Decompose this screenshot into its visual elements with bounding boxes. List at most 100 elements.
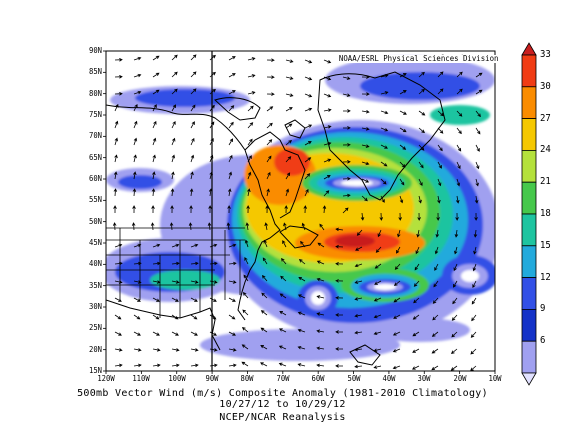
wind-arrow: [380, 74, 389, 78]
wind-arrow: [456, 71, 463, 78]
wind-arrow: [418, 178, 423, 187]
wind-arrow: [323, 108, 332, 112]
wind-arrow: [114, 348, 123, 352]
wind-arrow: [431, 365, 439, 371]
wind-arrow: [246, 205, 250, 214]
lon-tick-label: 30W: [417, 374, 431, 383]
wind-arrow: [114, 120, 119, 129]
wind-arrow: [342, 193, 351, 198]
wind-arrow: [171, 154, 176, 163]
wind-arrow: [285, 59, 294, 63]
wind-arrow: [323, 59, 332, 64]
wind-arrow: [113, 205, 117, 214]
wind-arrow: [152, 55, 160, 61]
wind-arrow: [361, 195, 368, 202]
wind-arrow: [241, 361, 249, 367]
wind-arrow: [266, 139, 273, 146]
wind-arrow: [285, 172, 291, 180]
wind-arrow: [412, 331, 420, 337]
wind-arrow: [285, 139, 292, 146]
wind-arrow: [434, 263, 439, 271]
wind-arrow: [190, 121, 195, 129]
wind-arrow: [374, 280, 382, 285]
wind-arrow: [431, 331, 439, 337]
wind-arrow: [316, 295, 325, 299]
wind-arrow: [285, 93, 294, 97]
wind-arrow: [280, 257, 287, 265]
wind-arrow: [228, 138, 234, 146]
wind-arrow: [266, 171, 271, 180]
wind-arrow: [247, 74, 256, 78]
wind-arrow: [303, 205, 308, 214]
wind-arrow: [418, 144, 425, 151]
lat-tick-label: 65N: [88, 152, 102, 162]
wind-arrow: [323, 190, 330, 197]
wind-arrow: [335, 262, 344, 266]
wind-arrow: [190, 363, 199, 368]
wind-arrow: [171, 137, 176, 146]
wind-arrow: [418, 127, 425, 134]
wind-arrow: [451, 331, 458, 338]
wind-arrow: [437, 110, 444, 117]
wind-vectors: [112, 54, 483, 372]
wind-arrow: [392, 348, 401, 353]
wind-arrow: [228, 261, 237, 266]
lon-tick-label: 80W: [240, 374, 254, 383]
wind-arrow: [114, 58, 123, 62]
lon-tick-label: 40W: [382, 374, 396, 383]
wind-arrow: [228, 73, 236, 78]
wind-arrow: [285, 76, 294, 80]
wind-arrow: [380, 161, 388, 167]
lat-tick-label: 55N: [88, 195, 102, 205]
wind-arrow: [247, 57, 256, 61]
wind-arrow: [342, 76, 351, 80]
wind-arrow: [260, 310, 268, 316]
wind-arrow: [171, 261, 180, 266]
colorbar-swatch: [521, 277, 537, 310]
wind-arrow: [297, 294, 306, 299]
wind-arrow: [133, 348, 142, 352]
lat-tick-label: 75N: [88, 110, 102, 119]
wind-arrow: [207, 222, 212, 231]
wind-arrow: [190, 171, 194, 180]
wind-arrow: [393, 297, 401, 303]
wind-arrow: [209, 363, 218, 368]
wind-arrow: [278, 345, 287, 350]
wind-arrow: [436, 212, 440, 221]
wind-arrow: [209, 331, 217, 336]
wind-arrow: [437, 88, 444, 95]
wind-arrow: [284, 205, 288, 214]
wind-arrow: [437, 178, 442, 187]
wind-arrow: [297, 328, 306, 333]
wind-arrow: [133, 137, 138, 146]
wind-arrow: [114, 243, 123, 248]
wind-arrow: [456, 161, 461, 170]
lon-tick-label: 90W: [205, 374, 219, 383]
wind-arrow: [377, 229, 382, 238]
wind-arrow: [190, 297, 198, 302]
map-frame: [105, 50, 496, 372]
wind-arrow: [361, 127, 370, 131]
wind-arrow: [433, 280, 439, 288]
wind-arrow: [190, 331, 198, 336]
wind-arrow: [474, 195, 479, 204]
wind-arrow: [114, 103, 119, 112]
wind-arrow: [398, 212, 402, 221]
wind-arrow: [152, 314, 160, 320]
wind-arrow: [279, 293, 287, 299]
colorbar-swatch: [521, 181, 537, 215]
wind-arrow: [264, 222, 268, 231]
wind-arrow: [266, 58, 275, 62]
wind-arrow: [209, 314, 217, 320]
wind-arrow: [473, 246, 477, 255]
wind-arrow: [304, 107, 313, 112]
wind-arrow: [473, 229, 478, 238]
wind-arrow: [171, 71, 178, 78]
wind-arrow: [304, 93, 313, 98]
wind-arrow: [228, 121, 234, 129]
wind-arrow: [279, 328, 287, 333]
wind-arrow: [454, 229, 459, 238]
wind-arrow: [304, 59, 313, 64]
wind-arrow: [133, 363, 142, 368]
